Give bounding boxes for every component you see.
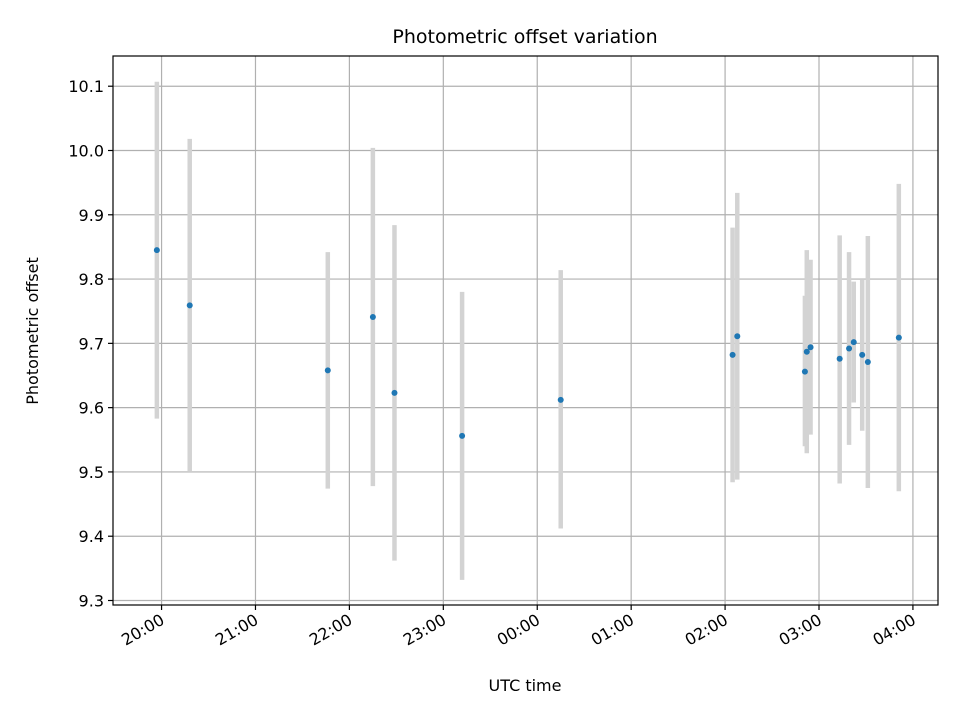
y-tick-label: 9.9 (79, 206, 104, 225)
y-tick-label: 10.0 (68, 142, 104, 161)
y-tick-label: 9.5 (79, 463, 104, 482)
data-point (850, 339, 857, 346)
data-point (801, 368, 808, 375)
x-tick-label: 01:00 (588, 610, 637, 650)
x-axis-ticks: 20:00 21:00 22:00 23:00 00:00 01:00 02:00 03:00… (118, 605, 919, 650)
data-point (734, 333, 741, 340)
data-point (459, 432, 466, 439)
data-point (153, 247, 160, 254)
data-point (803, 348, 810, 355)
y-tick-label: 9.8 (79, 270, 104, 289)
y-tick-label: 9.4 (79, 527, 104, 546)
x-axis-label: UTC time (489, 676, 562, 695)
x-tick-label: 00:00 (494, 610, 543, 650)
data-point (807, 344, 814, 351)
chart-title: Photometric offset variation (392, 26, 657, 48)
grid-lines (113, 56, 938, 605)
y-tick-label: 10.1 (68, 77, 104, 96)
y-tick-label: 9.7 (79, 334, 104, 353)
error-bars (154, 81, 902, 580)
y-tick-label: 9.3 (79, 592, 104, 611)
plot-frame (112, 55, 939, 606)
data-point (324, 367, 331, 374)
data-point (836, 355, 843, 362)
data-point (859, 351, 866, 358)
y-tick-label: 9.6 (79, 399, 104, 418)
x-tick-label: 03:00 (776, 610, 825, 650)
data-point (729, 351, 736, 358)
y-axis-label: Photometric offset (23, 257, 42, 405)
x-tick-label: 04:00 (869, 610, 918, 650)
x-tick-label: 23:00 (400, 610, 449, 650)
x-tick-label: 22:00 (306, 610, 355, 650)
data-point (864, 359, 871, 365)
data-point (369, 314, 376, 320)
x-tick-label: 20:00 (118, 610, 167, 650)
y-axis-ticks: 9.3 9.4 9.5 9.6 9.7 9.8 9.9 10.0 10.1 (68, 77, 113, 611)
data-point (391, 389, 398, 396)
x-tick-label: 02:00 (682, 610, 731, 650)
data-point (846, 345, 853, 352)
x-tick-label: 21:00 (212, 610, 261, 650)
data-point (557, 396, 564, 403)
data-point (895, 334, 902, 341)
data-point (186, 302, 193, 309)
data-points (153, 247, 902, 439)
